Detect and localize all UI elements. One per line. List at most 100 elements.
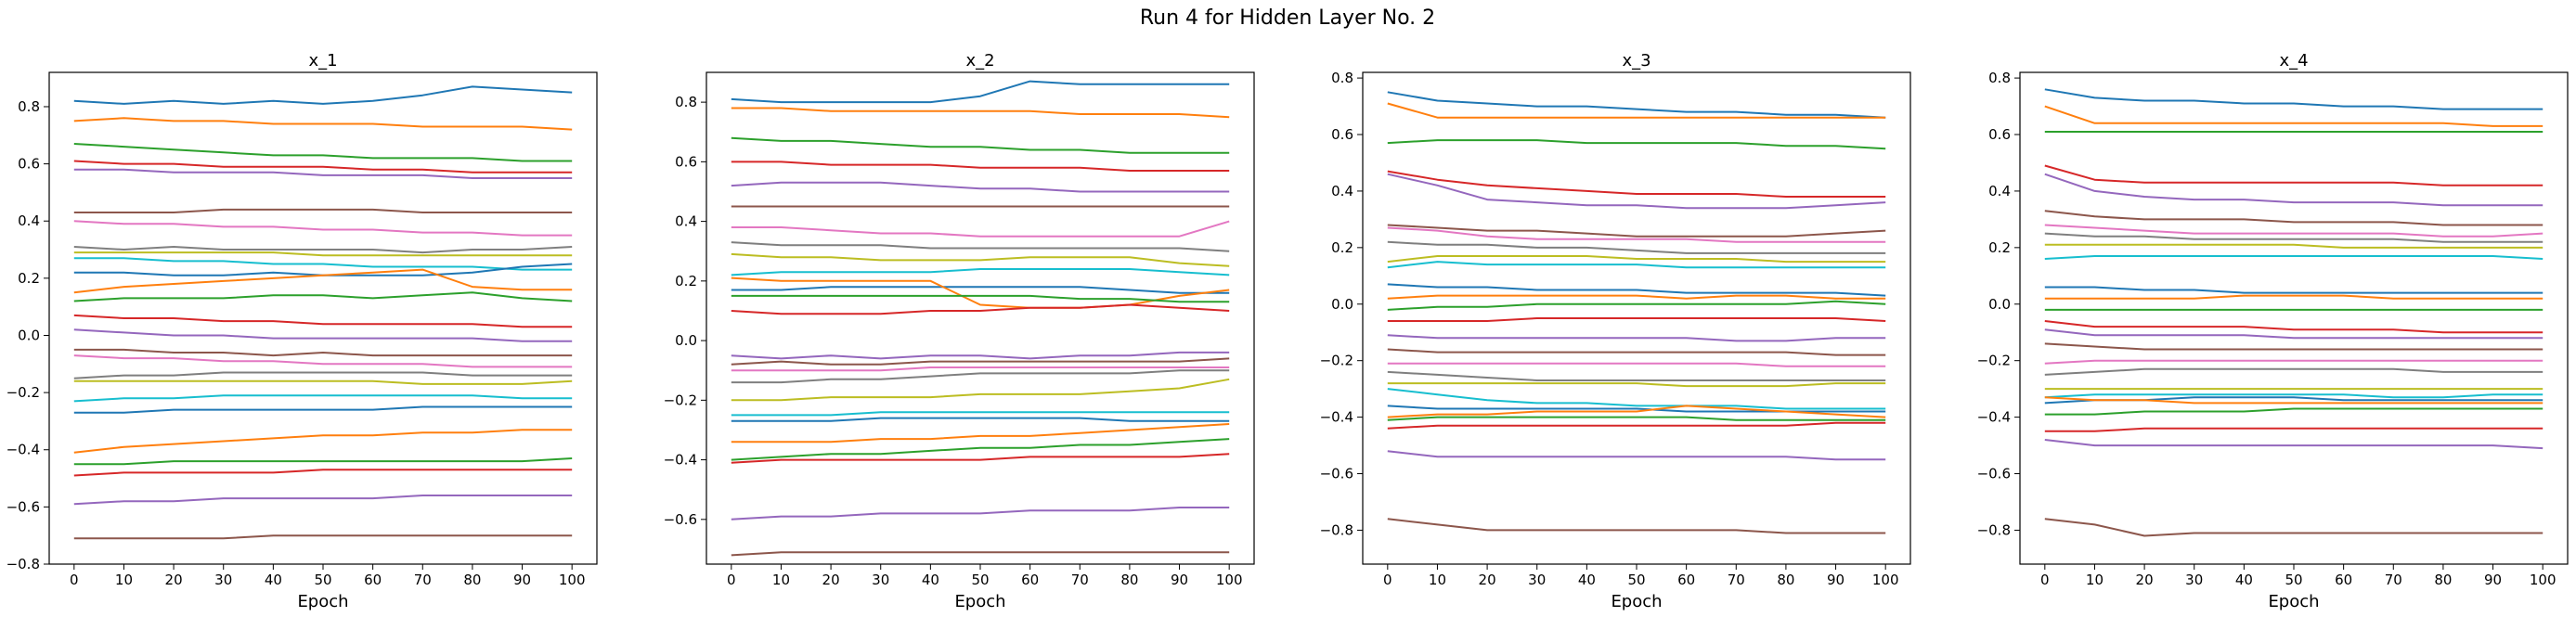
chart-panel-4: 0 10 20 30 40 50 60 70 80 90 100 −0.8 −0.6 −0.4 −0.2 0.… — [1977, 51, 2569, 611]
series-line — [2044, 294, 2544, 300]
series-line — [1387, 405, 1886, 418]
x-axis-label: Epoch — [954, 592, 1005, 611]
series-line — [73, 220, 573, 237]
x-tick-label: 70 — [2385, 572, 2402, 588]
y-tick-label: −0.6 — [1977, 466, 2011, 482]
series-line — [731, 417, 1230, 422]
series-line — [73, 168, 573, 179]
series-line — [73, 457, 573, 466]
series-line — [731, 551, 1230, 557]
x-tick-label: 30 — [1528, 572, 1546, 588]
series-line — [73, 263, 573, 276]
x-tick-label: 80 — [1120, 572, 1138, 588]
series-line — [1387, 317, 1886, 322]
y-tick-label: 0.8 — [675, 94, 697, 110]
y-tick-label: 0.6 — [1988, 126, 2011, 143]
series-line — [2044, 342, 2544, 351]
x-tick-label: 10 — [772, 572, 790, 588]
y-tick-label: 0.4 — [675, 213, 697, 230]
y-tick-label: 0.0 — [1331, 296, 1353, 313]
y-tick-label: 0.4 — [18, 212, 40, 229]
series-line — [731, 411, 1230, 417]
panel-title: x_4 — [2279, 51, 2308, 71]
y-tick-label: 0.8 — [18, 98, 40, 115]
series-line — [2044, 224, 2544, 238]
series-line — [73, 246, 573, 254]
series-line — [1387, 334, 1886, 342]
y-tick-label: −0.8 — [1977, 521, 2011, 538]
x-tick-label: 0 — [727, 572, 736, 588]
series-line — [2044, 243, 2544, 249]
series-line — [731, 507, 1230, 521]
x-tick-label: 30 — [214, 572, 232, 588]
x-axis-label: Epoch — [1611, 592, 1662, 611]
y-tick-label: 0.8 — [1331, 70, 1353, 86]
series-line — [1387, 255, 1886, 264]
y-tick-label: −0.6 — [6, 498, 40, 515]
x-tick-label: 30 — [2185, 572, 2203, 588]
series-line — [73, 257, 573, 271]
x-tick-label: 70 — [1071, 572, 1089, 588]
x-tick-label: 60 — [2335, 572, 2352, 588]
series-line — [1387, 405, 1886, 413]
panel-title: x_3 — [1622, 51, 1650, 71]
series-line — [2044, 320, 2544, 334]
chart-panel-1: 0 10 20 30 40 50 60 70 80 90 100 −0.8 −0.6 −0.4 −0.2 0.… — [6, 51, 598, 611]
x-tick-label: 20 — [165, 572, 183, 588]
chart-panel-2: 0 10 20 30 40 50 60 70 80 90 100 −0.6 −0.4 −0.2 0.0 0.2… — [664, 51, 1255, 611]
series-line — [2044, 367, 2544, 376]
y-tick-label: 0.0 — [1988, 296, 2011, 313]
series-line — [73, 268, 573, 294]
x-tick-label: 40 — [2235, 572, 2253, 588]
series-line — [1387, 348, 1886, 356]
series-line — [731, 351, 1230, 360]
series-line — [1387, 102, 1886, 119]
series-line — [2044, 88, 2544, 110]
series-line — [73, 291, 573, 302]
y-tick-label: 0.2 — [675, 273, 697, 289]
series-line — [731, 241, 1230, 252]
series-line — [731, 303, 1230, 315]
series-line — [2044, 105, 2544, 127]
x-tick-label: 60 — [1677, 572, 1695, 588]
series-line — [1387, 91, 1886, 119]
x-tick-label: 50 — [314, 572, 331, 588]
series-line — [1387, 370, 1886, 381]
y-tick-label: −0.6 — [1320, 466, 1353, 482]
x-tick-label: 100 — [559, 572, 586, 588]
x-tick-label: 10 — [2086, 572, 2104, 588]
series-line — [2044, 439, 2544, 450]
x-tick-label: 0 — [2040, 572, 2050, 588]
y-tick-label: −0.4 — [1320, 409, 1353, 426]
x-tick-label: 40 — [265, 572, 282, 588]
x-tick-label: 70 — [1728, 572, 1745, 588]
x-tick-label: 10 — [1429, 572, 1446, 588]
y-tick-label: 0.2 — [1988, 239, 2011, 256]
panel-title: x_1 — [308, 51, 337, 71]
series-line — [1387, 139, 1886, 150]
axes-frame — [2019, 71, 2569, 565]
series-line — [73, 371, 573, 379]
y-tick-label: −0.2 — [6, 384, 40, 401]
series-line — [1387, 416, 1886, 421]
x-tick-label: 60 — [364, 572, 382, 588]
series-line — [731, 181, 1230, 193]
y-tick-label: 0.0 — [675, 332, 697, 349]
series-line — [73, 328, 573, 342]
series-line — [73, 143, 573, 162]
series-line — [73, 354, 573, 368]
series-line — [2044, 173, 2544, 207]
x-tick-label: 50 — [971, 572, 989, 588]
series-line — [73, 314, 573, 328]
y-tick-label: −0.2 — [1320, 353, 1353, 369]
x-tick-label: 100 — [1872, 572, 1899, 588]
series-line — [2044, 255, 2544, 260]
series-line — [73, 251, 573, 257]
panels: 0 10 20 30 40 50 60 70 80 90 100−0.8−0.6−0.4−0.20.… — [6, 51, 2569, 611]
series-line — [1387, 362, 1886, 367]
y-tick-label: −0.2 — [1977, 353, 2011, 369]
series-line — [73, 85, 573, 105]
series-line — [73, 160, 573, 174]
x-tick-label: 80 — [2434, 572, 2452, 588]
